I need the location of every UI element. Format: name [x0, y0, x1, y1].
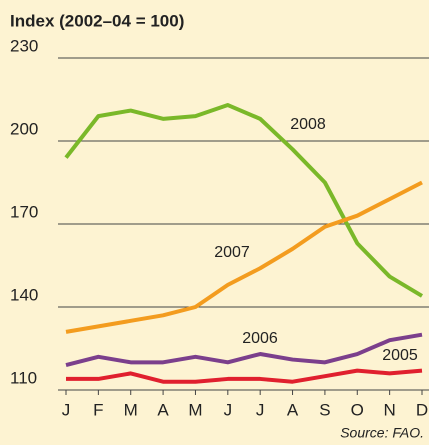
y-tick-label: 140: [10, 285, 38, 304]
y-tick-label: 110: [10, 368, 37, 387]
x-tick-label: N: [383, 400, 395, 419]
x-tick-label: O: [351, 400, 364, 419]
x-tick-label: F: [93, 400, 103, 419]
series-line: [65, 180, 423, 334]
series-label: 2005: [382, 347, 418, 364]
chart-title: Index (2002–04 = 100): [10, 11, 184, 30]
y-tick-label: 230: [10, 36, 38, 55]
series-line: [65, 332, 423, 368]
x-tick-label: J: [256, 400, 265, 419]
series-line: [64, 103, 424, 298]
series-line: [66, 368, 423, 384]
x-tick-label: D: [416, 400, 428, 419]
x-tick-label: J: [224, 400, 233, 419]
x-tick-label: S: [319, 400, 330, 419]
series-label: 2006: [242, 330, 278, 347]
x-tick-label: J: [62, 400, 71, 419]
source: Source: FAO.: [340, 425, 424, 441]
x-tick-label: A: [157, 400, 169, 419]
x-tick-label: A: [287, 400, 299, 419]
x-tick-label: M: [188, 400, 202, 419]
series-label: 2007: [214, 244, 250, 261]
x-tick-label: M: [124, 400, 138, 419]
y-tick-label: 170: [10, 202, 38, 221]
series-label: 2008: [290, 116, 326, 133]
y-tick-label: 200: [10, 119, 38, 138]
